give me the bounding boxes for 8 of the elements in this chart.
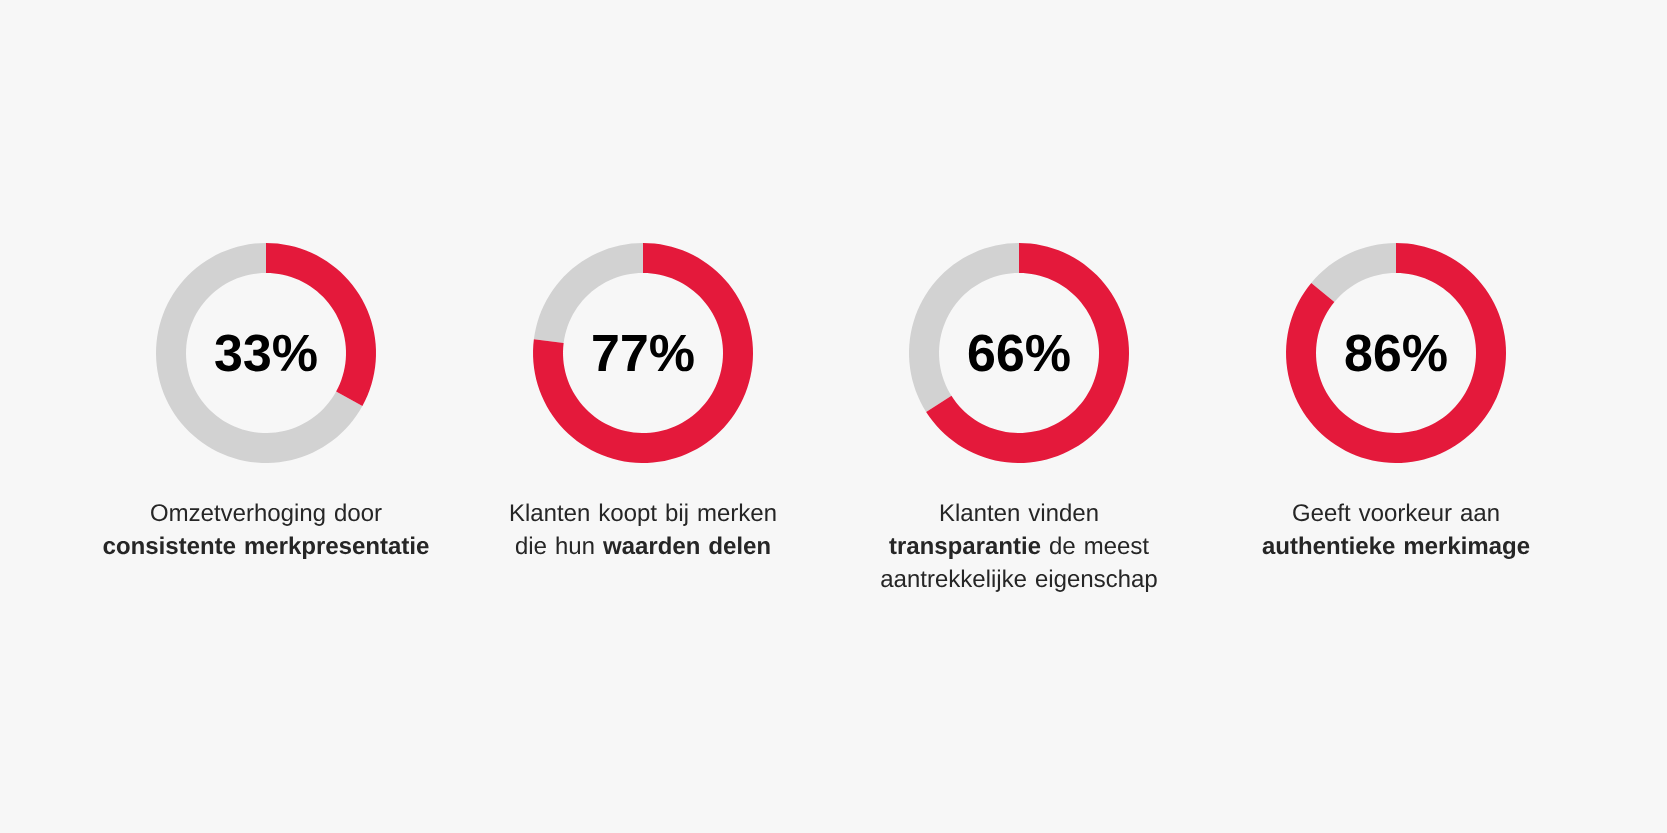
text: 86% [1345,334,1447,372]
text: Omzetverhoging door consistente merkpresentatie [103,503,429,559]
text: Klanten vinden transparantie de meest aantrekkelijke eigenschap [881,503,1157,592]
text: 66% [968,334,1070,372]
text: Klanten koopt bij merken die hun waarden delen [510,503,776,555]
text: 33% [215,334,317,372]
text: Geeft voorkeur aan authentieke merkimage [1262,503,1530,559]
text: 77% [593,334,694,372]
